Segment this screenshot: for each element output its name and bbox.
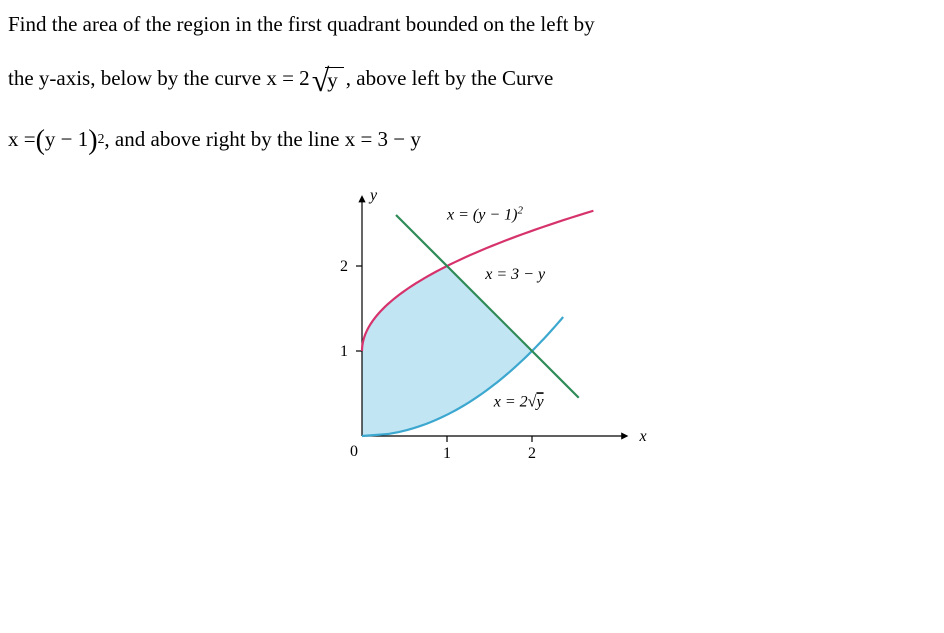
x-axis-label: x bbox=[639, 428, 647, 445]
line3-eq-paren-inner: y − 1 bbox=[45, 125, 88, 153]
y-tick-label: 1 bbox=[340, 343, 348, 360]
sqrt-expression: √ y bbox=[312, 67, 344, 91]
line3-open-paren: ( bbox=[36, 122, 45, 160]
shaded-region bbox=[362, 266, 532, 436]
x-tick-label: 2 bbox=[528, 445, 536, 462]
problem-line-2: the y-axis, below by the curve x = 2 √ y… bbox=[8, 64, 936, 92]
line3-close-paren: ) bbox=[88, 122, 97, 160]
line2-post: , above left by the Curve bbox=[346, 64, 554, 92]
origin-label: 0 bbox=[350, 443, 358, 460]
sqrt-sign-icon: √ bbox=[312, 71, 330, 90]
figure-container: 1 2 1 2 0 x y x = (y − 1)2 x = 3 − y x = 2√y bbox=[8, 176, 936, 476]
y-tick-label: 2 bbox=[340, 258, 348, 275]
line2-pre: the y-axis, below by the curve x = 2 bbox=[8, 64, 310, 92]
region-figure: 1 2 1 2 0 x y x = (y − 1)2 x = 3 − y x = 2√y bbox=[292, 176, 652, 476]
line3-post: , and above right by the line x = 3 − y bbox=[104, 125, 420, 153]
label-line: x = 3 − y bbox=[484, 266, 546, 283]
y-axis-label: y bbox=[368, 187, 378, 204]
x-tick-label: 1 bbox=[443, 445, 451, 462]
line3-exponent: 2 bbox=[98, 130, 105, 148]
label-lower: x = 2√y bbox=[493, 394, 545, 411]
line3-eq-lhs: x = bbox=[8, 125, 36, 153]
problem-line-3: x = ( y − 1 ) 2 , and above right by the… bbox=[8, 121, 936, 159]
problem-line-1: Find the area of the region in the first… bbox=[8, 10, 936, 38]
problem-text: Find the area of the region in the first… bbox=[8, 10, 936, 158]
label-parabola: x = (y − 1)2 bbox=[446, 205, 523, 224]
